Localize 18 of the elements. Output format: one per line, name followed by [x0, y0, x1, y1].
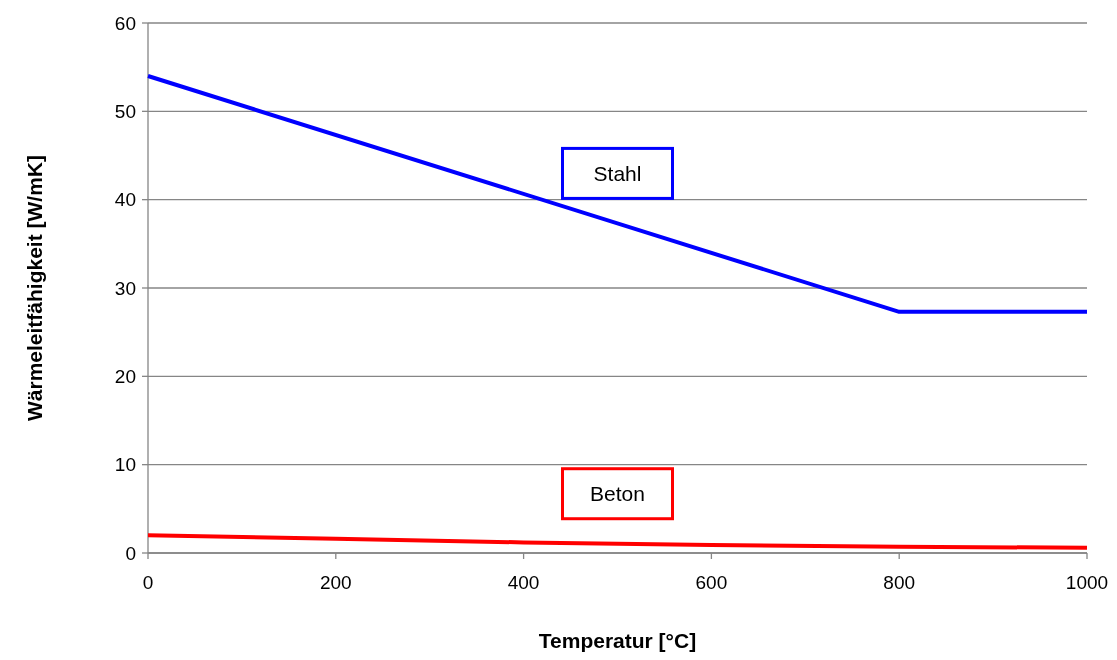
y-axis-title: Wärmeleitfähigkeit [W/mK]	[23, 154, 46, 422]
y-tick-label: 40	[114, 189, 136, 211]
y-tick-label: 60	[114, 12, 136, 34]
line-series	[146, 533, 1089, 550]
x-axis-title: Temperatur [°C]	[538, 629, 697, 652]
x-tick-label: 1000	[1065, 572, 1109, 593]
x-tick-label: 400	[507, 572, 540, 593]
series-label: Stahl	[593, 161, 642, 185]
y-tick-label: 20	[114, 365, 136, 387]
x-tick-label: 0	[142, 572, 154, 593]
x-tick-label: 200	[319, 572, 352, 593]
y-tick-label: 10	[114, 454, 136, 476]
y-tick-label: 50	[114, 100, 136, 122]
x-tick-label: 600	[695, 572, 728, 593]
series-label: Beton	[590, 482, 645, 506]
x-tick-label: 800	[883, 572, 916, 593]
y-tick-label: 30	[114, 277, 136, 299]
y-tick-label: 0	[125, 542, 136, 564]
